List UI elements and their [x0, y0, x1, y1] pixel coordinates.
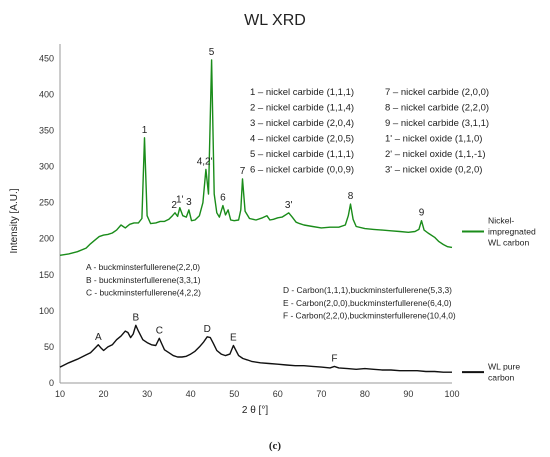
x-tick-label: 80	[360, 389, 370, 399]
series-line-nickel-impregnated	[59, 59, 453, 256]
series-layer	[59, 59, 453, 373]
nickel-annotation: 4 – nickel carbide (2,0,5)	[250, 134, 354, 145]
peak-label: 5	[209, 47, 215, 58]
x-tick-label: 50	[229, 389, 239, 399]
carbon-annotation: F - Carbon(2,2,0),buckminsterfullerene(1…	[283, 311, 456, 321]
chart-title: WL XRD	[244, 12, 306, 29]
peak-label: 6	[220, 193, 226, 204]
axes: 10 20 30 40 50 60 70 80 90 100 0 50 100 150 200 250 300 3…	[39, 44, 460, 399]
peak-label: 7	[240, 166, 246, 177]
y-tick-label: 100	[39, 306, 54, 316]
y-tick-label: 50	[44, 342, 54, 352]
peak-label: 3	[186, 197, 192, 208]
legend-label: WL pure	[488, 362, 520, 372]
x-tick-label: 90	[403, 389, 413, 399]
legend-label: Nickel-	[488, 216, 514, 226]
y-axis-label: Intensity [A.U.]	[9, 188, 20, 253]
nickel-annotation: 7 – nickel carbide (2,0,0)	[385, 87, 489, 98]
y-tick-label: 150	[39, 270, 54, 280]
peak-label: 3'	[285, 200, 293, 211]
y-tick-label: 250	[39, 198, 54, 208]
x-tick-label: 30	[142, 389, 152, 399]
peak-label: 2	[171, 200, 177, 211]
x-tick-label: 10	[55, 389, 65, 399]
nickel-annotation: 1 – nickel carbide (1,1,1)	[250, 87, 354, 98]
nickel-annotation: 1' – nickel oxide (1,1,0)	[385, 134, 482, 145]
peak-label: 4,2'	[197, 157, 213, 168]
annotation-blocks: 1 – nickel carbide (1,1,1) 2 – nickel car…	[86, 87, 489, 321]
series-line-pure-carbon	[59, 324, 452, 373]
nickel-annotation: 3 – nickel carbide (2,0,4)	[250, 118, 354, 129]
peak-label: B	[132, 312, 139, 323]
nickel-annotation: 8 – nickel carbide (2,2,0)	[385, 103, 489, 114]
peak-labels: 1 2 1' 3 4,2' 5 6 7 3' 8 9 A B C D E F	[95, 47, 425, 365]
peak-label: A	[95, 332, 102, 343]
peak-label: D	[204, 324, 211, 335]
y-tick-label: 450	[39, 53, 54, 63]
carbon-annotation: A - buckminsterfullerene(2,2,0)	[86, 262, 200, 272]
y-tick-label: 400	[39, 89, 54, 99]
peak-label: 8	[348, 191, 354, 202]
nickel-annotation: 2' – nickel oxide (1,1,-1)	[385, 149, 486, 160]
carbon-annotation: D - Carbon(1,1,1),buckminsterfullerene(5…	[283, 285, 452, 295]
y-tick-label: 300	[39, 162, 54, 172]
carbon-annotation: C - buckminsterfullerene(4,2,2)	[86, 288, 201, 298]
y-tick-label: 350	[39, 126, 54, 136]
figure-caption: (c)	[269, 440, 282, 452]
peak-label: 1	[142, 125, 148, 136]
legend-label: carbon	[488, 373, 514, 383]
x-tick-label: 20	[99, 389, 109, 399]
peak-label: C	[156, 325, 163, 336]
carbon-annotation: E - Carbon(2,0,0),buckminsterfullerene(6…	[283, 298, 452, 308]
x-tick-label: 40	[186, 389, 196, 399]
peak-label: 9	[419, 208, 425, 219]
nickel-annotation: 6 – nickel carbide (0,0,9)	[250, 165, 354, 176]
x-tick-label: 70	[316, 389, 326, 399]
x-tick-label: 100	[444, 389, 459, 399]
peak-label: E	[230, 332, 237, 343]
y-tick-label: 200	[39, 234, 54, 244]
y-tick-label: 0	[49, 378, 54, 388]
nickel-annotation: 2 – nickel carbide (1,1,4)	[250, 103, 354, 114]
x-axis-label: 2 θ [°]	[242, 405, 268, 416]
nickel-annotation: 3' – nickel oxide (0,2,0)	[385, 165, 482, 176]
peak-label: 1'	[176, 195, 184, 206]
x-tick-label: 60	[273, 389, 283, 399]
peak-label: F	[331, 353, 337, 364]
nickel-annotation: 9 – nickel carbide (3,1,1)	[385, 118, 489, 129]
nickel-annotation: 5 – nickel carbide (1,1,1)	[250, 149, 354, 160]
legend-label: WL carbon	[488, 238, 529, 248]
carbon-annotation: B - buckminsterfullerene(3,3,1)	[86, 275, 201, 285]
legend-label: impregnated	[488, 227, 536, 237]
